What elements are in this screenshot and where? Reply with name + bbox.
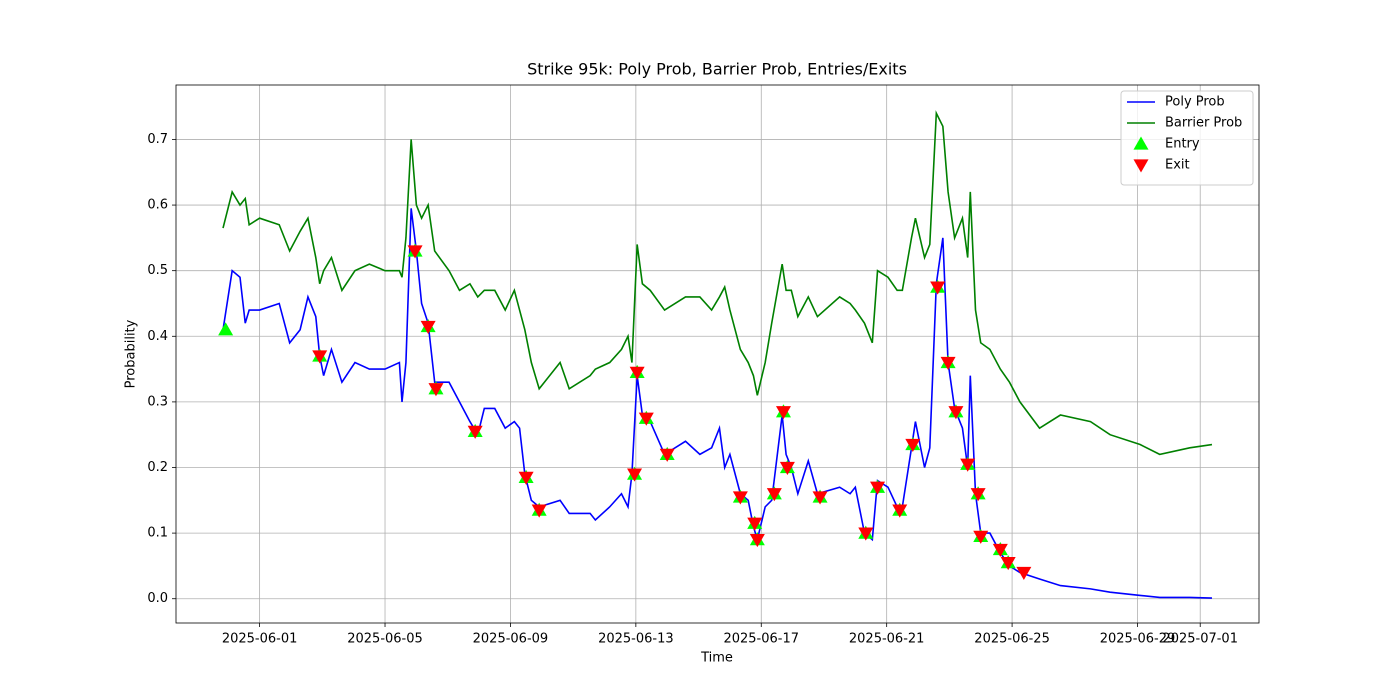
marker-exit [627, 468, 643, 482]
marker-exit [312, 350, 328, 364]
y-tick-label: 0.1 [147, 526, 168, 541]
marker-exit [812, 491, 828, 505]
y-tick-label: 0.2 [147, 460, 168, 475]
marker-exit [531, 504, 547, 518]
x-tick-label: 2025-06-09 [473, 632, 549, 647]
x-axis-label: Time [700, 651, 733, 666]
x-tick-label: 2025-06-17 [723, 632, 799, 647]
y-tick-label: 0.0 [147, 591, 168, 606]
x-tick-label: 2025-07-01 [1162, 632, 1238, 647]
legend-label: Entry [1165, 137, 1200, 152]
marker-exit [960, 458, 976, 472]
marker-exit [766, 488, 782, 502]
marker-exit [1000, 557, 1016, 571]
marker-exit [870, 481, 886, 495]
y-tick-label: 0.5 [147, 263, 168, 278]
y-tick-label: 0.7 [147, 132, 168, 147]
legend-label: Barrier Prob [1165, 116, 1242, 131]
marker-exit [970, 488, 986, 502]
marker-exit [905, 438, 921, 453]
marker-exit [973, 530, 989, 544]
legend-swatch [1133, 159, 1149, 173]
marker-exit [518, 471, 534, 485]
x-tick-label: 2025-06-05 [347, 632, 423, 647]
series-line [222, 208, 1212, 599]
chart-title: Strike 95k: Poly Prob, Barrier Prob, Ent… [527, 60, 907, 79]
marker-exit [407, 245, 423, 259]
x-tick-label: 2025-06-01 [222, 632, 298, 647]
legend-swatch [1133, 136, 1149, 150]
marker-exit [428, 383, 444, 397]
marker-exit [629, 366, 645, 380]
legend-box [1120, 90, 1254, 186]
series-line [222, 110, 1213, 456]
marker-exit [779, 461, 795, 476]
legend-label: Exit [1165, 158, 1190, 173]
marker-exit [659, 448, 675, 462]
plot-frame [175, 84, 1260, 624]
x-tick-label: 2025-06-13 [598, 632, 674, 647]
marker-exit [775, 406, 791, 420]
marker-exit [747, 517, 763, 531]
x-tick-label: 2025-06-25 [974, 632, 1050, 647]
legend-label: Poly Prob [1165, 95, 1225, 110]
x-tick-label: 2025-06-21 [849, 632, 925, 647]
x-tick-label: 2025-06-29 [1100, 632, 1176, 647]
marker-exit [467, 425, 483, 439]
marker-exit [892, 504, 908, 518]
marker-exit [420, 320, 436, 334]
marker-exit [948, 406, 964, 420]
marker-exit [940, 356, 956, 371]
y-tick-label: 0.3 [147, 394, 168, 409]
y-tick-label: 0.6 [147, 198, 168, 213]
marker-exit [749, 534, 765, 548]
marker-exit [732, 491, 748, 505]
marker-exit [1016, 566, 1032, 580]
marker-exit [930, 281, 946, 295]
y-tick-label: 0.4 [147, 329, 168, 344]
marker-entry [218, 322, 234, 336]
y-axis-label: Probability [124, 319, 139, 388]
marker-exit [992, 543, 1008, 558]
marker-exit [638, 412, 654, 426]
marker-exit [858, 527, 874, 541]
